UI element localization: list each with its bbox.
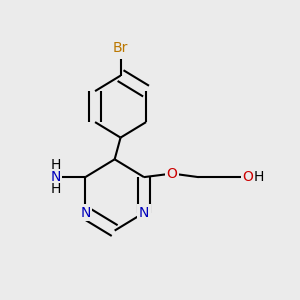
Text: O: O [167, 167, 177, 181]
Text: N: N [80, 206, 91, 220]
Text: Br: Br [113, 41, 128, 55]
Text: H: H [254, 170, 264, 184]
Text: N: N [139, 206, 149, 220]
Text: H: H [51, 182, 61, 196]
Text: O: O [243, 170, 254, 184]
Text: N: N [51, 170, 61, 184]
Text: H: H [51, 158, 61, 172]
